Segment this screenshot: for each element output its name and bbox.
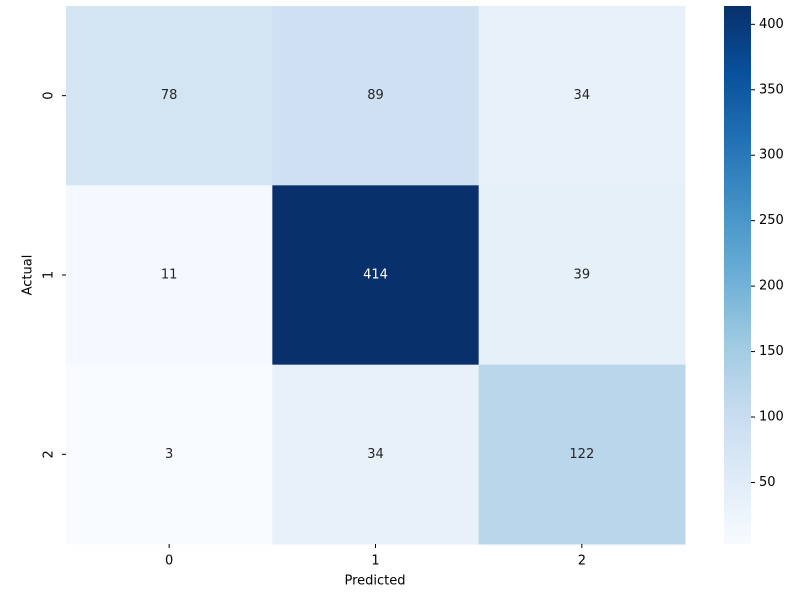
- colorbar-tick-label: 200: [759, 279, 784, 294]
- x-axis-label: Predicted: [344, 574, 405, 589]
- cell-label: 122: [569, 447, 594, 462]
- cell-label: 34: [574, 88, 591, 103]
- cell-label: 414: [363, 268, 388, 283]
- colorbar-tick-label: 100: [759, 410, 784, 425]
- y-tick-label: 2: [42, 450, 57, 458]
- colorbar-tick-label: 250: [759, 213, 784, 228]
- colorbar-tick-label: 400: [759, 17, 784, 32]
- heatmap-cell: [478, 364, 686, 545]
- cell-label: 89: [367, 88, 384, 103]
- x-tick-label: 1: [371, 554, 379, 569]
- cell-label: 11: [161, 268, 178, 283]
- y-tick-label: 1: [42, 271, 57, 279]
- cell-label: 39: [574, 268, 591, 283]
- cell-label: 3: [165, 447, 173, 462]
- heatmap-cell: [272, 364, 480, 545]
- colorbar-tick-label: 300: [759, 148, 784, 163]
- heatmap-cell: [66, 6, 273, 186]
- heatmap-cell: [66, 185, 273, 366]
- colorbar-tick-label: 50: [759, 475, 776, 490]
- y-axis-label: Actual: [21, 255, 36, 296]
- cell-label: 78: [161, 88, 178, 103]
- colorbar-tick-label: 350: [759, 82, 784, 97]
- heatmap-cell: [66, 364, 273, 545]
- heatmap-cell: [478, 185, 686, 366]
- y-tick-label: 0: [42, 92, 57, 100]
- x-tick-label: 2: [578, 554, 586, 569]
- heatmap-cell: [478, 6, 686, 186]
- heatmap-cell: [272, 185, 480, 366]
- colorbar: [724, 6, 751, 544]
- heatmap-cell: [272, 6, 480, 186]
- colorbar-tick-label: 150: [759, 344, 784, 359]
- x-tick-label: 0: [165, 554, 173, 569]
- cell-label: 34: [367, 447, 384, 462]
